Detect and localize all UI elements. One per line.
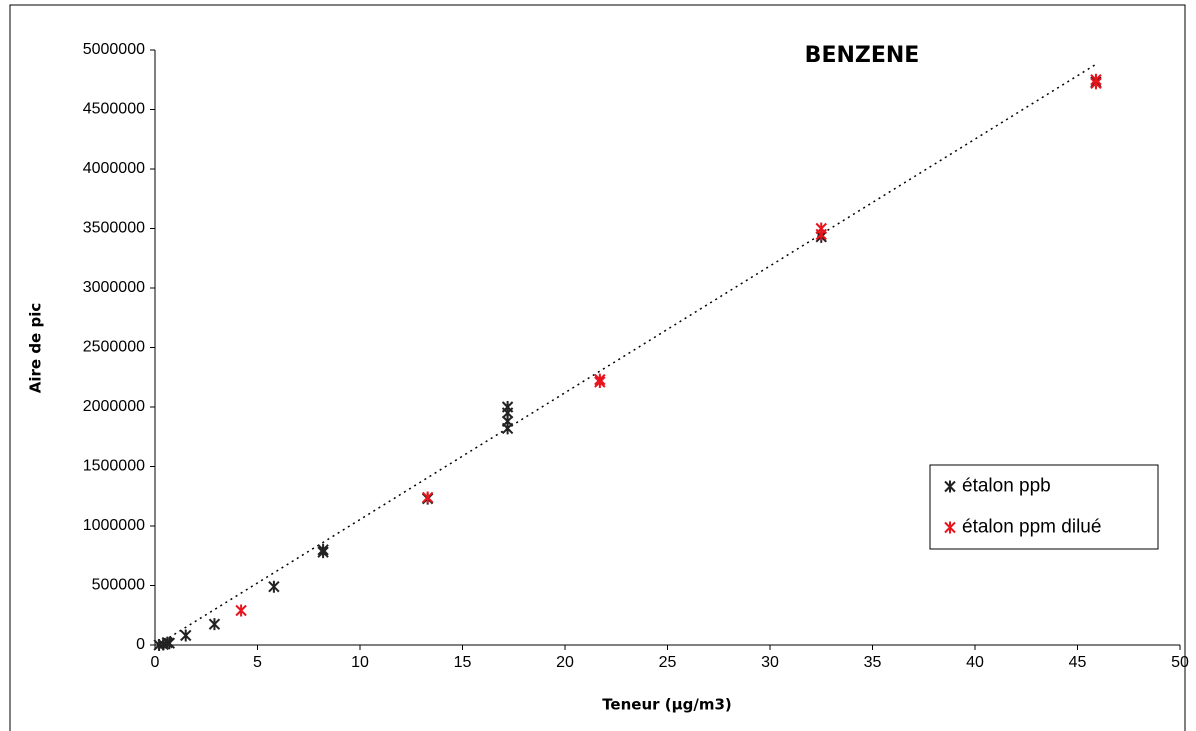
x-tick-label: 15 [454, 654, 472, 671]
data-point [594, 373, 606, 386]
y-tick-label: 1000000 [83, 517, 145, 534]
data-point [163, 637, 176, 650]
y-tick-label: 5000000 [83, 41, 145, 58]
legend-box [929, 464, 1159, 550]
trendline [158, 63, 1097, 645]
legend-marker [944, 521, 956, 534]
y-tick-label: 1500000 [83, 458, 145, 475]
chart-title: BENZENE [805, 43, 920, 68]
x-tick-label: 25 [659, 654, 677, 671]
x-tick-label: 5 [253, 654, 262, 671]
x-axis-label: Teneur (µg/m3) [602, 696, 732, 714]
data-point [180, 629, 192, 642]
x-tick-label: 0 [151, 654, 160, 671]
data-point [501, 401, 514, 413]
x-tick-label: 10 [351, 654, 369, 671]
y-tick-label: 3000000 [83, 279, 145, 296]
legend-label: étalon ppm dilué [962, 517, 1101, 538]
y-tick-label: 0 [136, 636, 145, 653]
data-point [235, 604, 247, 617]
data-point [1090, 73, 1102, 86]
x-tick-label: 50 [1171, 654, 1189, 671]
data-point [268, 580, 280, 593]
data-point [317, 543, 329, 556]
y-axis-label: Aire de pic [27, 303, 45, 393]
y-tick-label: 4000000 [83, 160, 145, 177]
y-tick-label: 2000000 [83, 398, 145, 415]
x-tick-label: 30 [761, 654, 779, 671]
legend-label: étalon ppb [962, 476, 1051, 497]
y-tick-label: 4500000 [83, 101, 145, 118]
data-point [815, 222, 827, 235]
y-tick-label: 3500000 [83, 220, 145, 237]
data-point [421, 491, 434, 504]
y-tick-label: 2500000 [83, 339, 145, 356]
x-tick-label: 40 [966, 654, 984, 671]
legend-marker [944, 480, 956, 493]
y-tick-label: 500000 [92, 577, 145, 594]
chart-frame [9, 4, 1186, 731]
x-tick-label: 20 [556, 654, 574, 671]
data-point [208, 618, 221, 631]
x-tick-label: 35 [864, 654, 882, 671]
x-tick-label: 45 [1069, 654, 1087, 671]
